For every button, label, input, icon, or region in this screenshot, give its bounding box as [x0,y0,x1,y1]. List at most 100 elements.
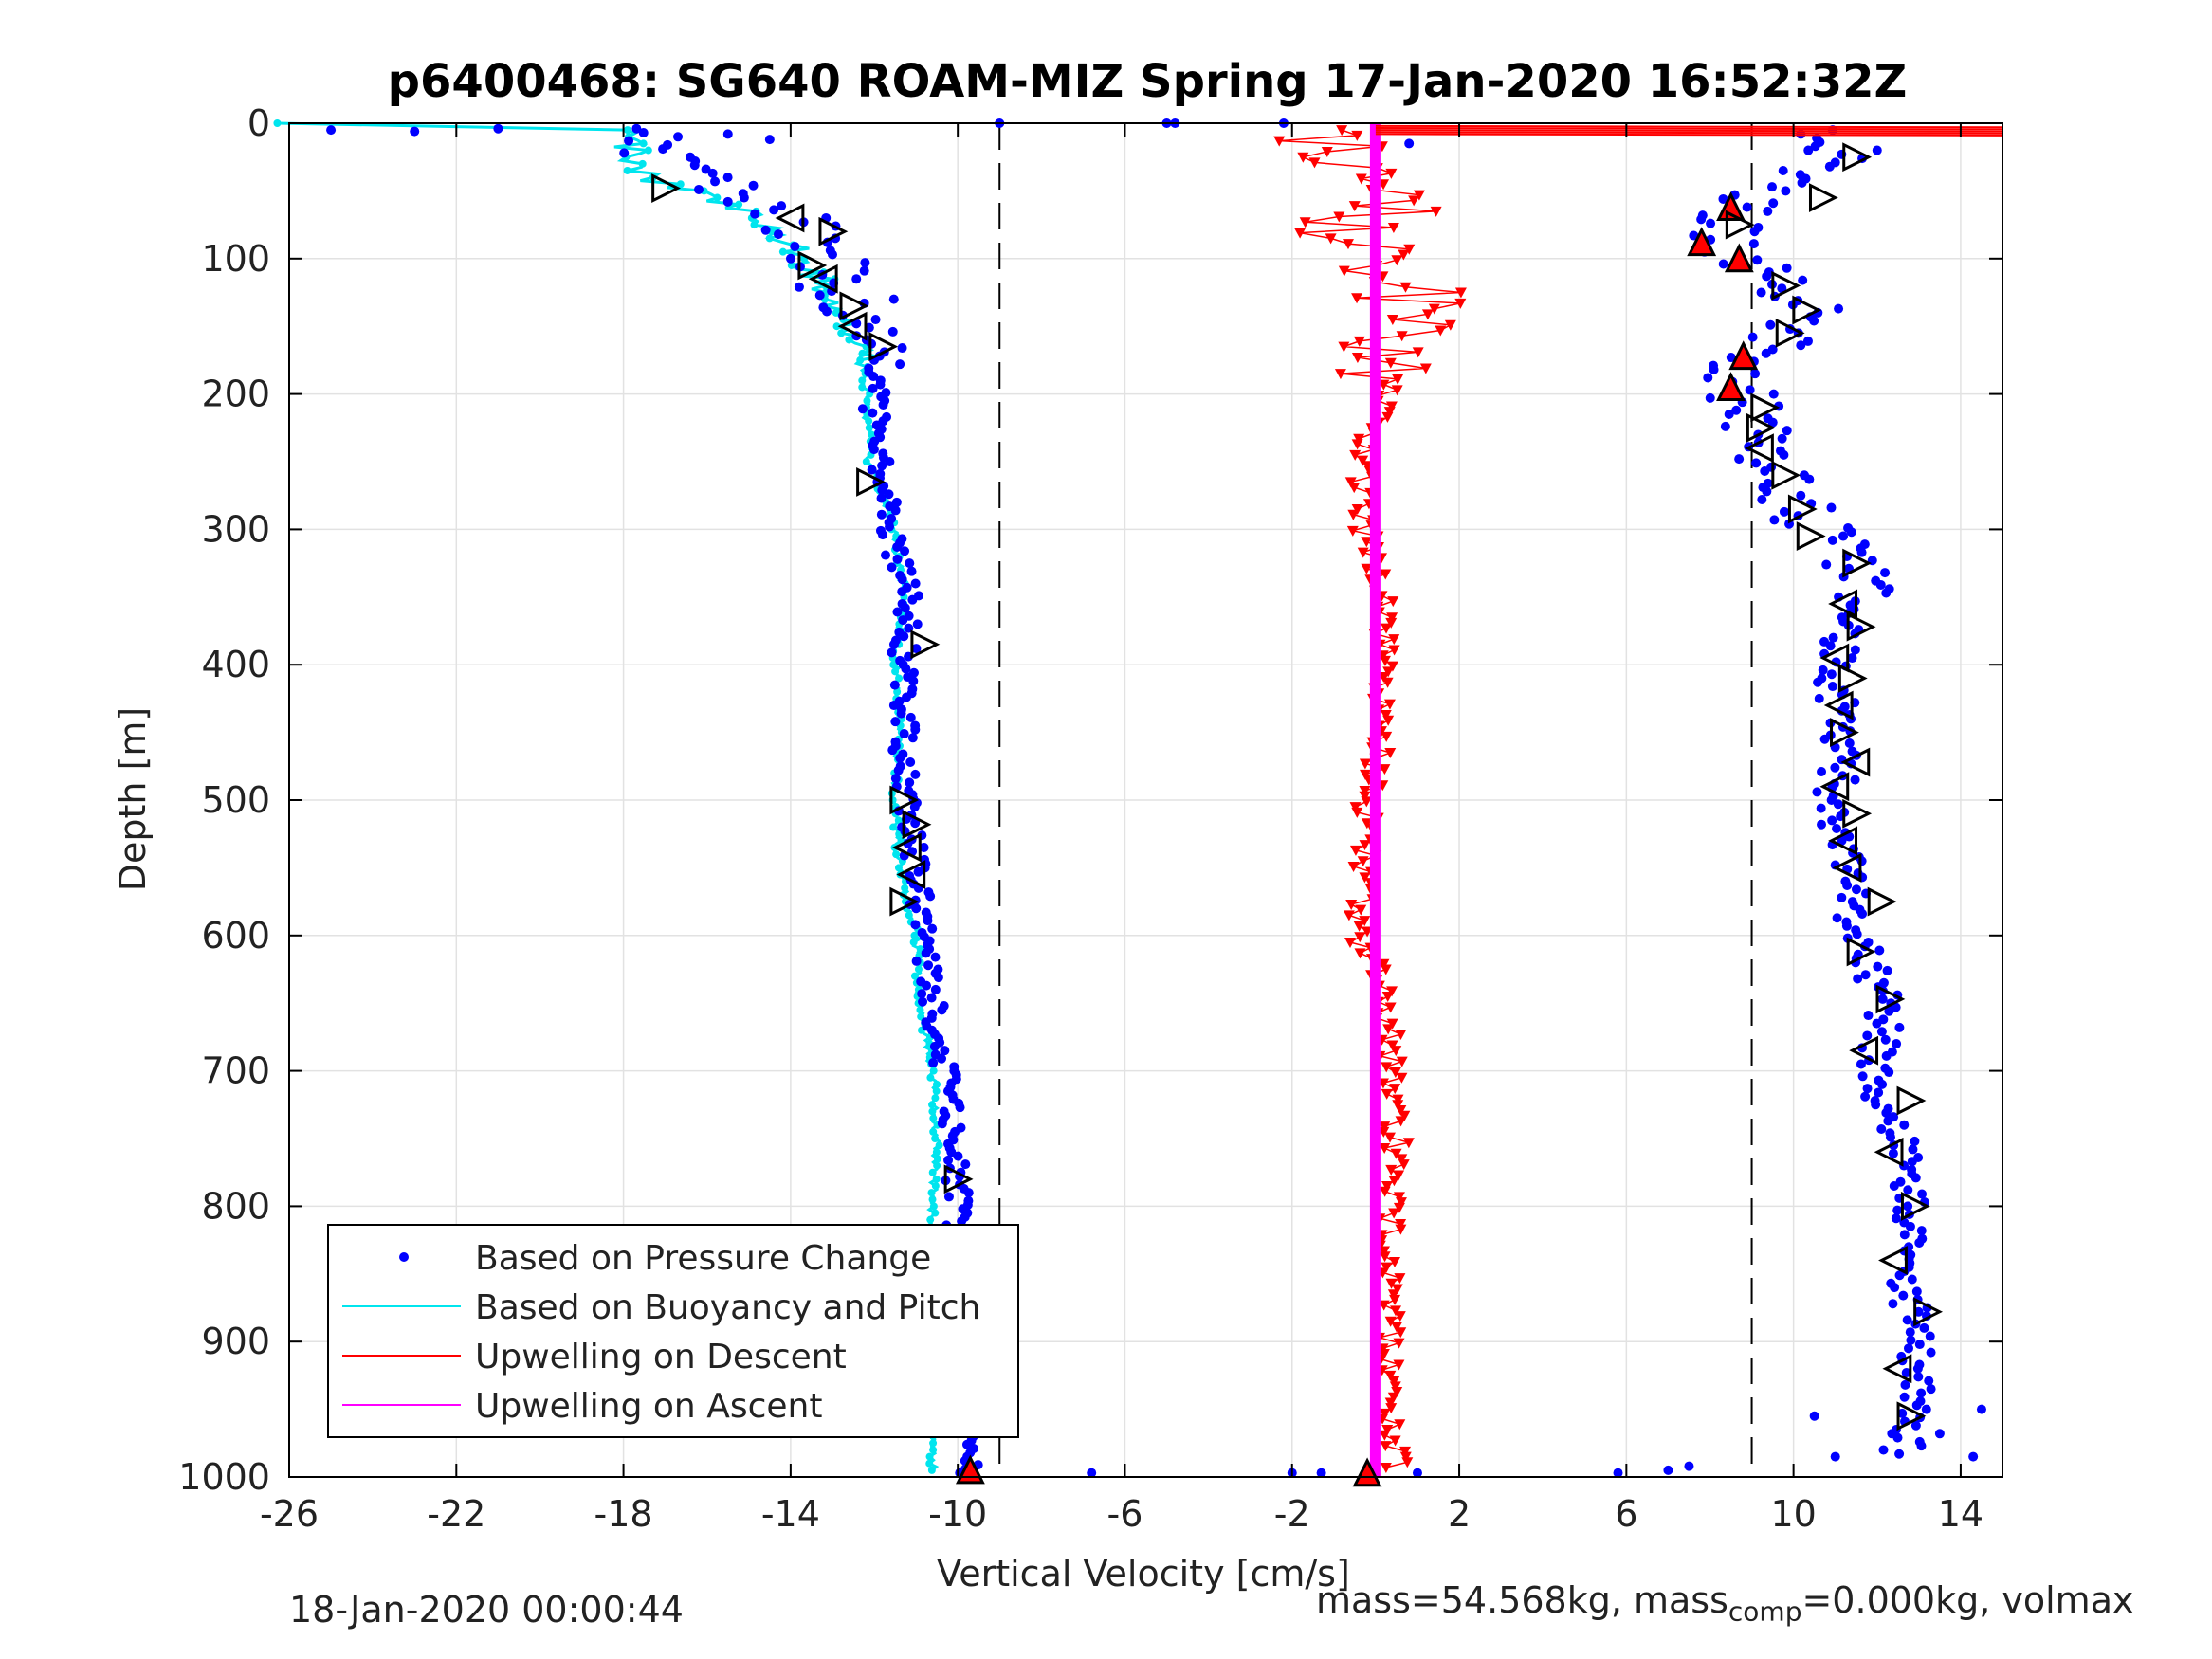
pitch-triangle-marker [1913,1297,1944,1327]
pressure-point-ascent [1745,385,1755,395]
pressure-point-descent [673,132,684,142]
pressure-point-ascent [1817,819,1827,830]
pressure-point-descent [922,980,932,991]
legend-label: Upwelling on Descent [475,1338,847,1376]
pitch-triangle-marker [1787,494,1818,524]
upwelling-descent-marker [1381,677,1394,688]
upwelling-descent-marker [1399,1451,1412,1463]
pressure-point-ascent [1860,1091,1871,1102]
pressure-point-descent [905,777,915,788]
upwelling-descent-marker [1398,1110,1411,1121]
pressure-point-ascent [1907,1274,1917,1285]
pitch-triangle-marker [1823,690,1854,720]
pressure-point-descent [870,315,881,325]
pressure-point-descent [748,180,759,191]
upwelling-descent-marker [1379,1408,1391,1419]
pitch-triangle-marker [1771,270,1801,301]
pressure-point-ascent [1902,1315,1912,1325]
pressure-point-descent [689,160,700,171]
upwelling-descent-marker [1388,1208,1400,1219]
pressure-point-ascent [1778,165,1788,175]
pressure-point-descent [722,196,733,207]
upwelling-descent-marker [1381,1425,1394,1436]
upwelling-descent-marker [1430,206,1442,217]
buoyancy-point [931,1181,940,1190]
pressure-point-ascent [1761,348,1771,358]
pressure-point-descent [694,184,704,194]
legend-item: Upwelling on Descent [342,1338,847,1376]
buoyancy-point [926,1215,935,1224]
pressure-point-descent [889,680,900,690]
pressure-point-descent [926,993,937,1003]
upwelling-descent-marker [1393,1170,1405,1181]
pressure-point-descent [937,1053,947,1064]
upwelling-descent-marker [1379,1251,1391,1263]
buoyancy-point [858,383,867,392]
pressure-point-ascent [1832,823,1842,833]
pressure-point-ascent [1833,799,1843,810]
y-tick-label: 800 [201,1185,270,1227]
pressure-point-descent [911,644,922,654]
pressure-outlier [1412,1468,1422,1478]
pitch-triangle-marker [1796,521,1826,551]
pressure-point-ascent [1911,1400,1922,1411]
pressure-point-ascent [1917,1189,1928,1199]
pressure-point-descent [891,497,902,507]
buoyancy-point [858,376,867,385]
buoyancy-point [931,1209,940,1217]
y-axis-label: Depth [m] [112,707,154,892]
upwelling-descent-marker [1395,1197,1407,1209]
upwelling-descent-marker [1386,315,1398,326]
footer-mass-suffix: =0.000kg, volmax [1801,1579,2134,1621]
pressure-point-ascent [1850,645,1860,655]
pressure-point-ascent [1724,410,1734,420]
upwelling-descent-marker [1395,1116,1407,1127]
pressure-point-ascent [1742,202,1752,212]
buoyancy-point [931,1094,940,1103]
upwelling-descent-marker [1380,1262,1393,1273]
upwelling-descent-marker [1387,222,1399,233]
buoyancy-point [928,1168,937,1176]
pitch-triangle-marker [1771,460,1801,490]
pressure-point-descent [923,916,933,926]
pitch-triangle-marker [1842,548,1873,578]
upwelling-descent-streak [1375,126,2003,131]
pressure-point-ascent [1914,1340,1925,1350]
upwelling-descent-marker [1385,401,1398,412]
pressure-point-descent [868,445,879,455]
upwelling-descent-marker [1387,1392,1399,1403]
pressure-point-ascent [1720,421,1730,431]
pressure-point-ascent [1705,392,1715,403]
upwelling-descent-marker [1378,1246,1390,1257]
pitch-triangle-marker [1352,1457,1382,1487]
pressure-point-ascent [1901,1368,1911,1378]
pressure-point-descent [897,587,907,597]
pressure-point-descent [773,229,783,240]
upwelling-descent-marker [1351,503,1363,515]
pressure-point-descent [905,757,916,768]
pressure-point-descent [857,404,868,414]
x-tick-label: 2 [1448,1493,1471,1535]
buoyancy-point [889,823,898,831]
pressure-point-ascent [1782,426,1792,436]
pressure-point-descent [908,676,919,686]
buoyancy-point [623,126,631,135]
pressure-point-descent [884,489,894,500]
upwelling-descent-marker [1344,937,1357,948]
upwelling-descent-marker [1391,1387,1403,1398]
pressure-point-descent [928,1058,939,1068]
upwelling-descent-marker [1391,255,1403,266]
pressure-outlier [722,129,733,139]
buoyancy-point [837,329,846,337]
legend-box [327,1224,1019,1438]
pressure-point-ascent [1817,767,1827,777]
pressure-point-ascent [1911,1286,1922,1297]
pressure-point-descent [880,550,890,560]
upwelling-descent-marker [1403,244,1416,255]
pressure-outlier [1934,1429,1945,1439]
buoyancy-point [928,1195,937,1204]
buoyancy-point [929,1114,938,1122]
pressure-point-ascent [1827,535,1837,545]
pressure-point-descent [913,866,923,877]
pressure-point-ascent [1749,227,1760,237]
